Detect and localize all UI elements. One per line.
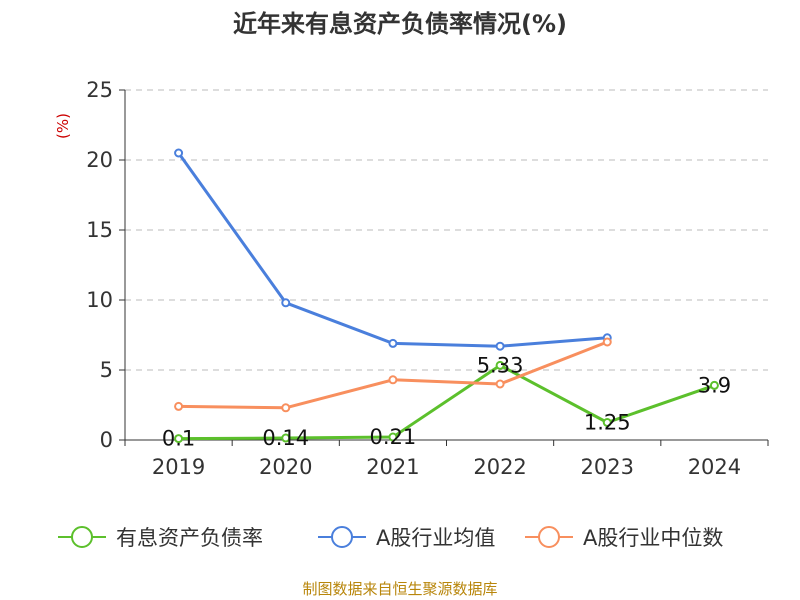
chart-title: 近年来有息资产负债率情况(%) — [233, 10, 567, 38]
data-point — [281, 298, 291, 308]
data-point — [602, 337, 612, 347]
data-label: 0.21 — [370, 425, 417, 449]
data-point — [174, 148, 184, 158]
legend-swatch-marker — [71, 526, 93, 548]
series-line-1 — [177, 152, 608, 348]
legend: 有息资产负债率 A股行业均值 A股行业中位数 — [58, 526, 723, 550]
grid — [125, 89, 768, 371]
axes: 0 5 10 15 20 25 2019 2020 2021 2022 2023 2024 — [86, 78, 769, 479]
series-line-0 — [178, 363, 715, 441]
source-note: 制图数据来自恒生聚源数据库 — [302, 580, 497, 598]
y-tick-label: 0 — [100, 428, 113, 452]
data-point — [388, 338, 398, 348]
data-point — [602, 418, 612, 427]
data-point — [174, 401, 184, 411]
data-point — [495, 360, 505, 370]
y-tick-label: 5 — [100, 358, 113, 382]
data-label: 0.14 — [262, 426, 309, 450]
data-label: 1.25 — [584, 411, 631, 435]
y-unit-label: (%) — [54, 113, 72, 139]
x-tick-label: 2024 — [688, 455, 741, 479]
data-point — [281, 433, 291, 443]
data-point — [709, 380, 719, 390]
legend-swatch-marker — [538, 526, 560, 548]
legend-label: A股行业中位数 — [583, 526, 723, 550]
x-tick-label: 2023 — [581, 455, 634, 479]
data-point — [495, 341, 505, 351]
legend-label: 有息资产负债率 — [116, 526, 263, 550]
data-labels: 0.1 0.14 0.21 5.33 1.25 3.9 — [162, 353, 731, 450]
y-tick-label: 20 — [86, 148, 113, 172]
series-lines — [174, 148, 719, 444]
y-tick-label: 10 — [86, 288, 113, 312]
data-label: 3.9 — [698, 373, 731, 397]
x-tick-label: 2019 — [152, 455, 205, 479]
data-label: 0.1 — [162, 427, 195, 451]
y-tick-label: 15 — [86, 218, 113, 242]
data-point — [174, 434, 184, 444]
data-point — [495, 379, 505, 389]
x-tick-label: 2020 — [259, 455, 312, 479]
data-point — [388, 432, 398, 442]
data-point — [388, 375, 398, 385]
data-point — [281, 403, 291, 413]
legend-swatch-marker — [331, 526, 353, 548]
data-label: 5.33 — [477, 353, 524, 377]
x-tick-label: 2021 — [366, 455, 419, 479]
y-tick-label: 25 — [86, 78, 113, 102]
series-line-2 — [178, 340, 608, 410]
x-tick-label: 2022 — [473, 455, 526, 479]
legend-label: A股行业均值 — [376, 526, 495, 550]
